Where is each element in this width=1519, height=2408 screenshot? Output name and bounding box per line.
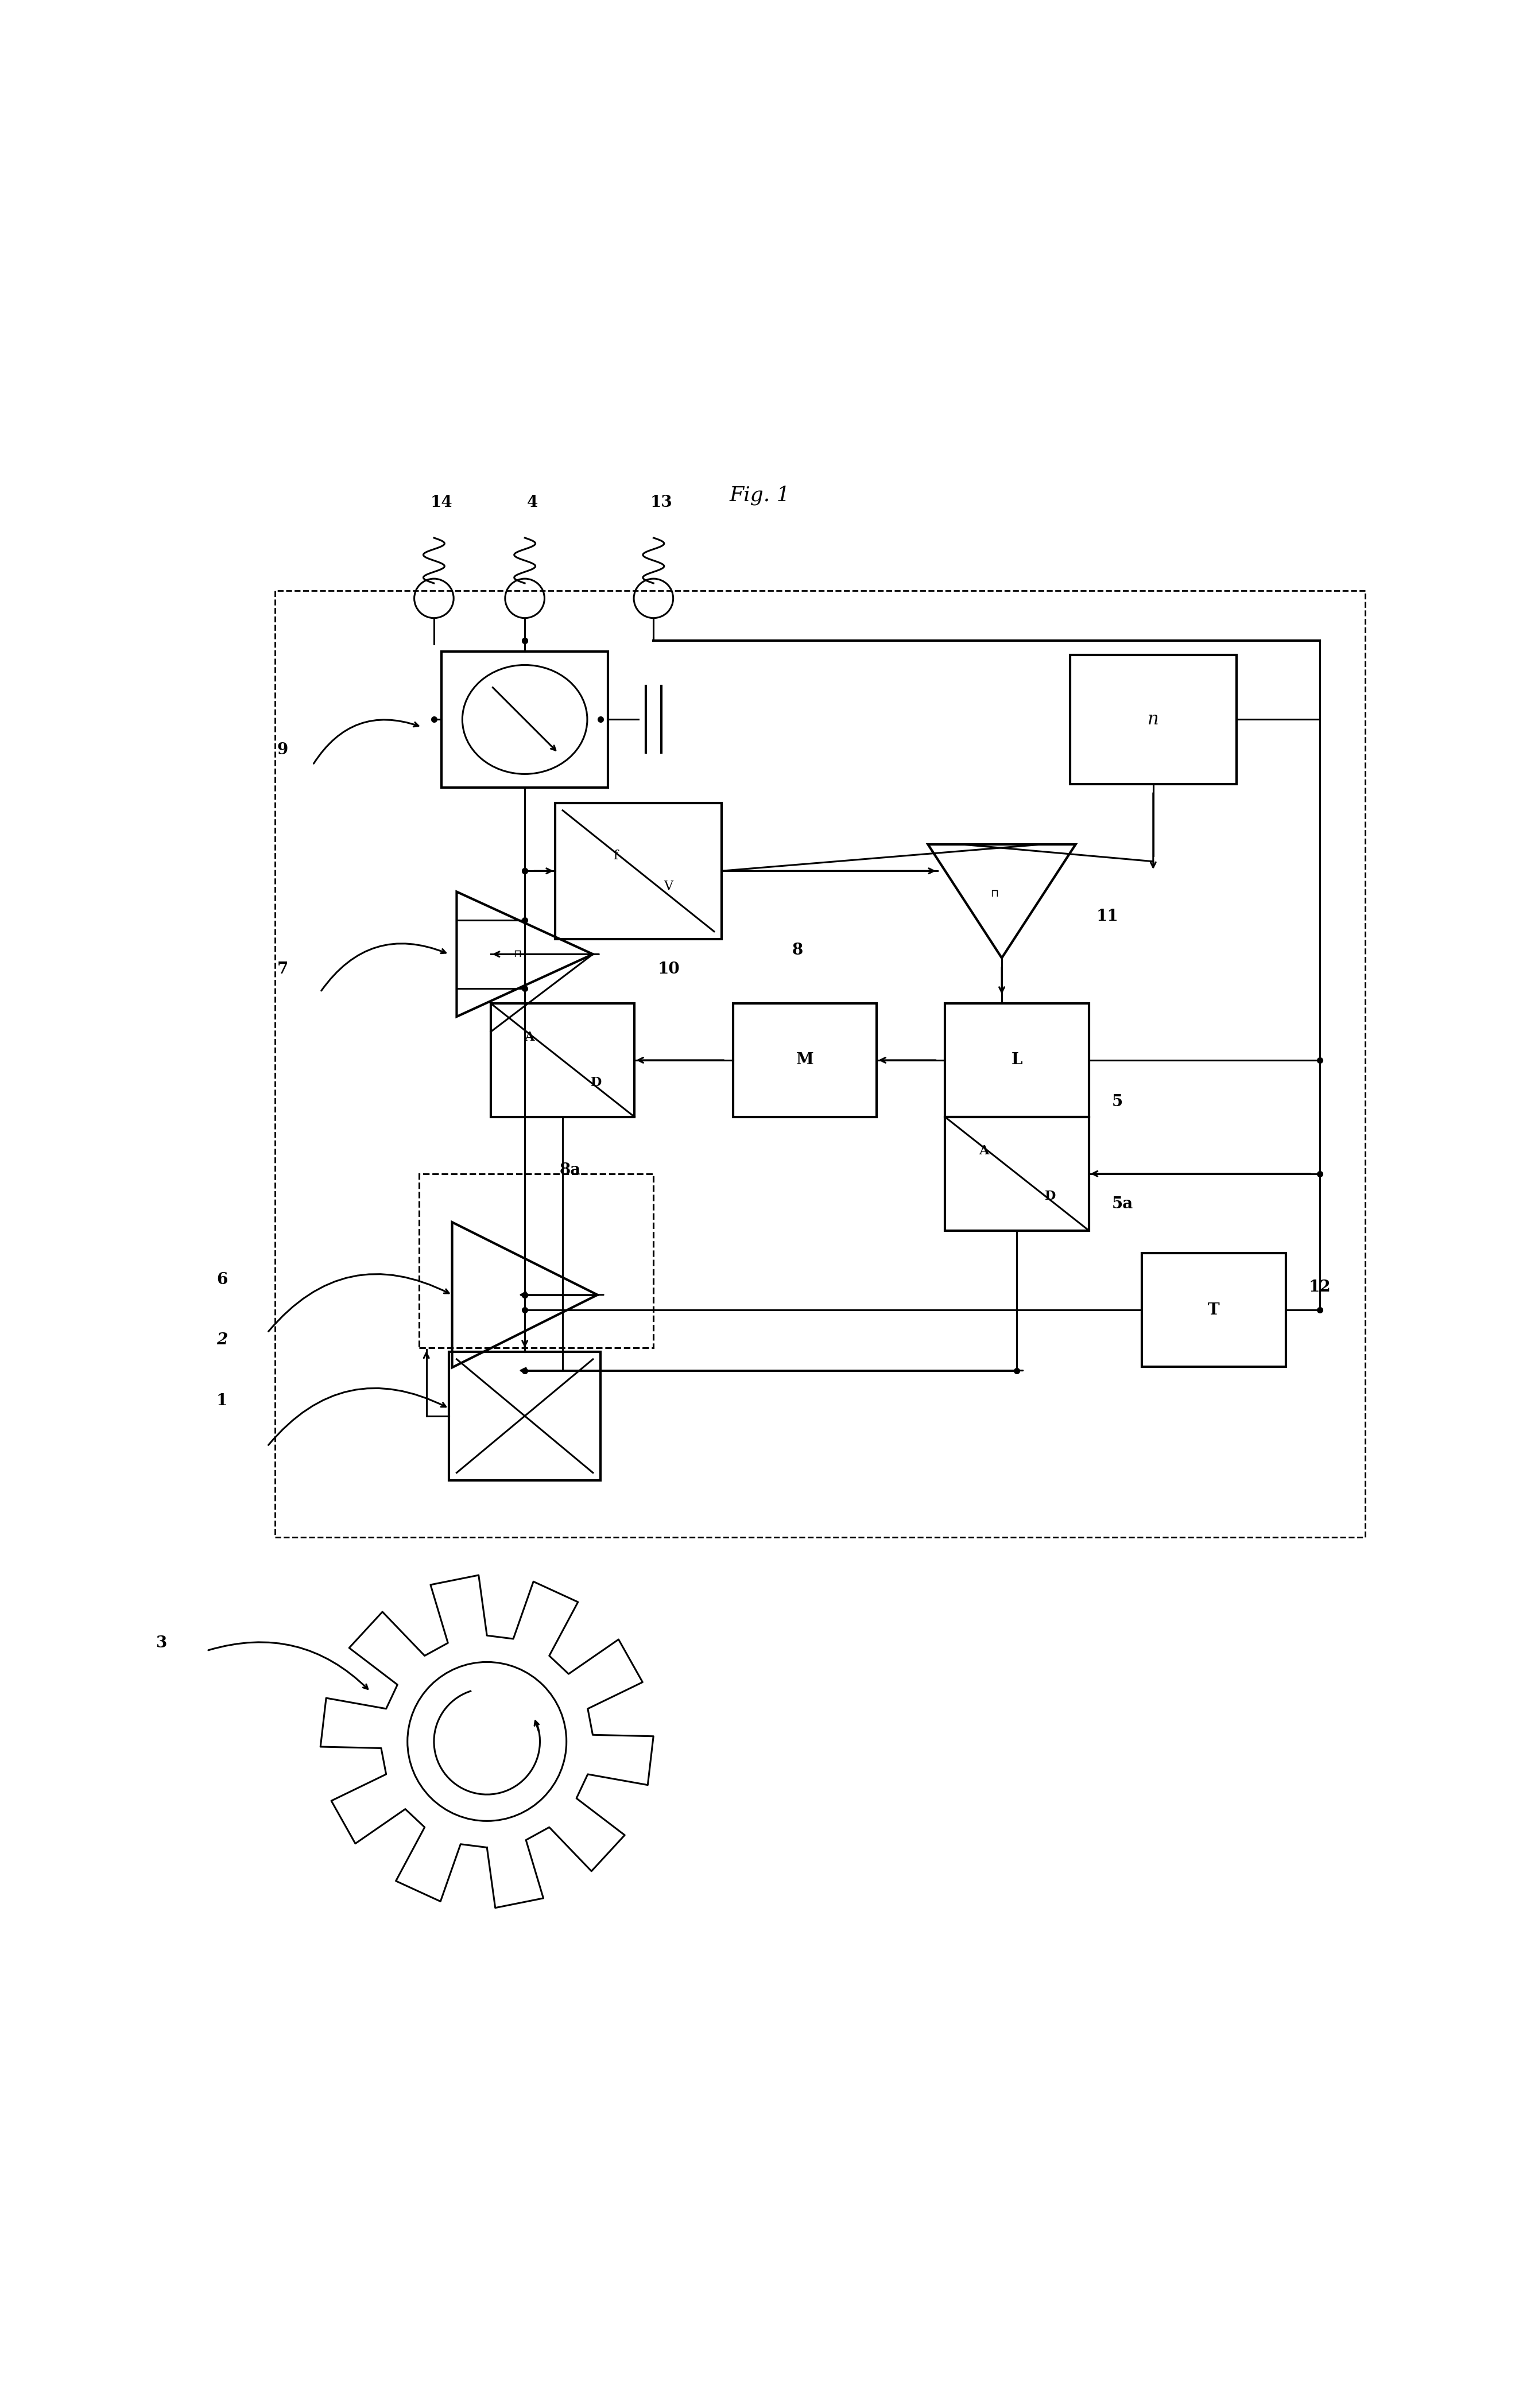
Text: 7: 7 (276, 961, 289, 978)
Text: L: L (1012, 1052, 1022, 1067)
Text: 5a: 5a (1112, 1197, 1133, 1211)
Text: 2: 2 (216, 1332, 228, 1348)
Text: 8: 8 (791, 942, 804, 958)
Text: n: n (1147, 710, 1159, 727)
Bar (450, 1351, 600, 1481)
Text: 6: 6 (216, 1271, 228, 1288)
Text: M: M (796, 1052, 814, 1067)
Bar (945, 1117, 1089, 1230)
Text: f: f (614, 850, 618, 862)
Text: V: V (664, 879, 673, 893)
Text: 13: 13 (650, 496, 673, 510)
Text: 8a: 8a (559, 1163, 580, 1178)
Text: ⊓: ⊓ (513, 949, 521, 958)
Text: 10: 10 (658, 961, 679, 978)
Bar (442, 653, 608, 787)
Bar (1142, 1252, 1285, 1368)
Bar (419, 1173, 653, 1348)
Text: 1: 1 (216, 1394, 228, 1409)
Bar (945, 1004, 1089, 1117)
Text: 5: 5 (1112, 1093, 1123, 1110)
Text: D: D (591, 1076, 602, 1088)
Text: Fig. 1: Fig. 1 (729, 486, 790, 506)
Text: 9: 9 (276, 742, 289, 759)
Bar (1069, 655, 1236, 785)
Bar (491, 1004, 635, 1117)
Text: A: A (524, 1031, 535, 1043)
Text: ⊓: ⊓ (990, 889, 998, 898)
Bar (275, 590, 1366, 1536)
Text: 12: 12 (1308, 1279, 1331, 1296)
Bar (554, 802, 722, 939)
Bar (734, 1004, 876, 1117)
Text: 4: 4 (527, 496, 538, 510)
Text: A: A (978, 1144, 989, 1158)
Text: 14: 14 (430, 496, 453, 510)
Text: 3: 3 (156, 1635, 167, 1652)
Text: D: D (1045, 1190, 1056, 1202)
Text: 11: 11 (1097, 908, 1118, 925)
Text: T: T (1208, 1303, 1220, 1317)
